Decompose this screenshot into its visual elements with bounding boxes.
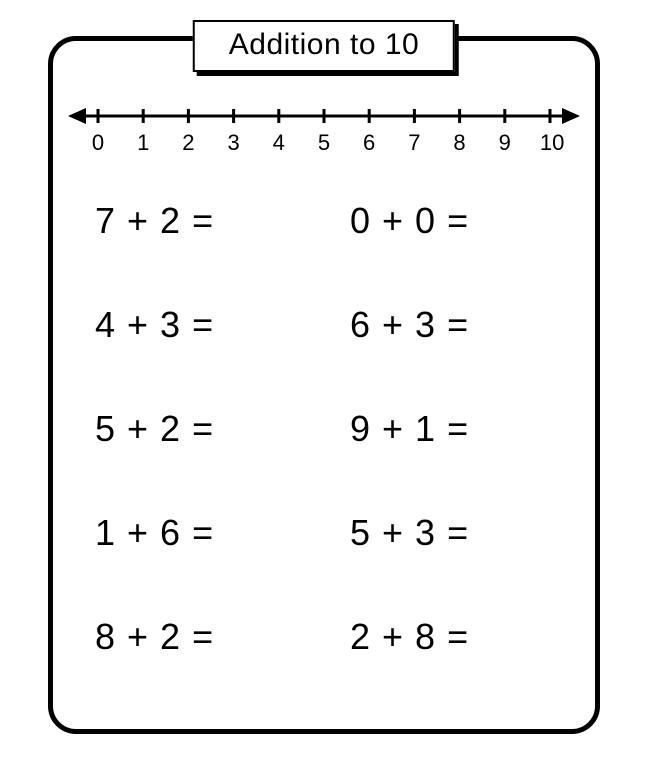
tick-label: 1 [133,130,153,156]
addition-problem: 2 + 8 = [350,616,565,658]
title-box: Addition to 10 [193,20,455,72]
tick-label: 6 [359,130,379,156]
tick-label: 7 [404,130,424,156]
tick-label: 5 [314,130,334,156]
number-line-labels: 0123456789 10 [68,130,580,156]
number-line-svg [68,104,580,130]
tick-label: 9 [495,130,515,156]
tick-label: 0 [88,130,108,156]
arrow-left-icon [68,108,86,124]
addition-problem: 5 + 3 = [350,512,565,554]
tick-label: 4 [269,130,289,156]
number-line: 0123456789 10 [68,104,580,164]
tick-label: 8 [450,130,470,156]
tick-label: 10 [540,130,560,156]
addition-problem: 0 + 0 = [350,200,565,242]
addition-problem: 8 + 2 = [95,616,310,658]
addition-problem: 9 + 1 = [350,408,565,450]
addition-problem: 1 + 6 = [95,512,310,554]
addition-problem: 6 + 3 = [350,304,565,346]
addition-problem: 7 + 2 = [95,200,310,242]
problems-grid: 7 + 2 = 0 + 0 = 4 + 3 = 6 + 3 = 5 + 2 = 9 + 1… [95,200,565,658]
worksheet-title: Addition to 10 [229,28,419,62]
addition-problem: 4 + 3 = [95,304,310,346]
tick-label: 3 [224,130,244,156]
addition-problem: 5 + 2 = [95,408,310,450]
arrow-right-icon [562,108,580,124]
tick-label: 2 [178,130,198,156]
